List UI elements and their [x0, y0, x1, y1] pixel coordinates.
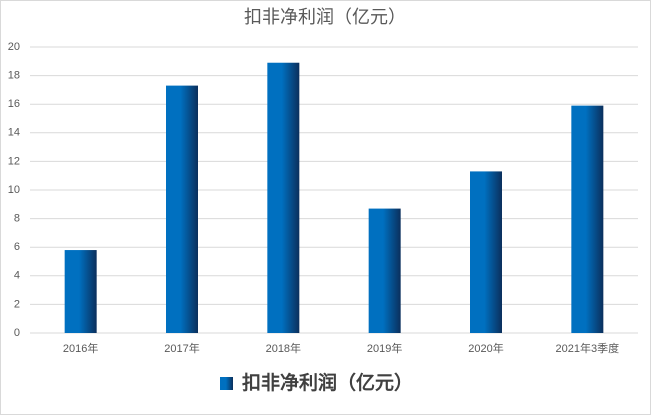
- bar: [166, 85, 198, 333]
- y-tick-label: 6: [14, 241, 20, 253]
- bar: [64, 250, 97, 333]
- x-tick-label: 2018年: [266, 341, 301, 355]
- y-tick-label: 4: [14, 270, 20, 282]
- y-tick-label: 0: [14, 327, 20, 339]
- x-tick-label: 2017年: [164, 341, 199, 355]
- y-tick-label: 2: [14, 298, 20, 310]
- legend-swatch: [220, 377, 233, 390]
- y-tick-label: 10: [8, 184, 20, 196]
- bar: [267, 62, 300, 333]
- x-tick-label: 2021年3季度: [556, 341, 620, 355]
- bar: [571, 105, 604, 333]
- legend-label: 扣非净利润（亿元）: [242, 371, 413, 394]
- x-tick-label: 2019年: [367, 341, 402, 355]
- y-tick-label: 20: [8, 41, 20, 53]
- y-tick-label: 8: [14, 213, 20, 225]
- x-tick-label: 2016年: [63, 341, 98, 355]
- bar: [470, 171, 502, 333]
- y-tick-label: 14: [8, 127, 20, 139]
- y-tick-label: 12: [8, 155, 20, 167]
- y-tick-label: 18: [8, 70, 20, 82]
- y-tick-label: 16: [8, 98, 20, 110]
- bar: [368, 208, 401, 333]
- chart-title: 扣非净利润（亿元）: [244, 7, 406, 27]
- x-tick-label: 2020年: [468, 341, 503, 355]
